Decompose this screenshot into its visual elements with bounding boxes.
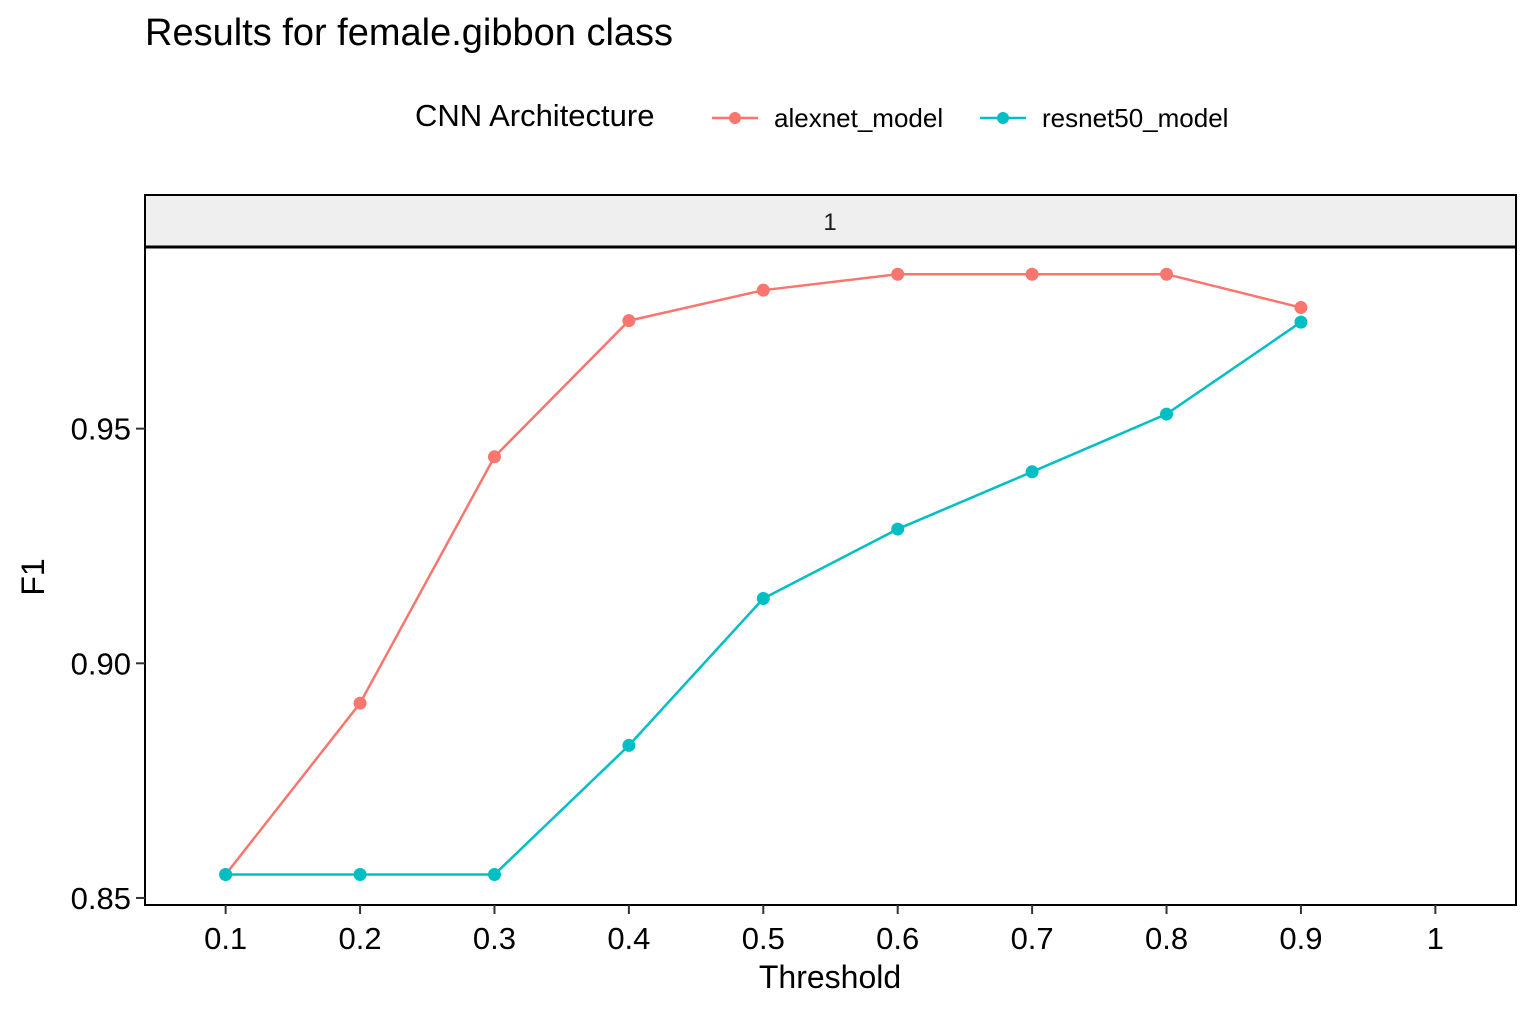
data-point-alexnet: [1160, 267, 1174, 281]
legend-key-alexnet: [712, 112, 758, 124]
y-tick-label: 0.90: [71, 646, 131, 681]
data-point-resnet50: [487, 867, 501, 881]
data-point-alexnet: [756, 283, 770, 297]
data-point-alexnet: [487, 450, 501, 464]
x-tick-label: 0.6: [876, 921, 919, 956]
data-point-alexnet: [622, 314, 636, 328]
x-tick-label: 0.2: [339, 921, 382, 956]
data-point-alexnet: [891, 267, 905, 281]
data-point-resnet50: [622, 738, 636, 752]
x-tick-label: 0.1: [204, 921, 247, 956]
data-point-alexnet: [1294, 301, 1308, 315]
y-tick-label: 0.95: [71, 412, 131, 447]
y-axis-title: F1: [15, 558, 51, 595]
legend-title: CNN Architecture: [415, 98, 655, 133]
x-tick-label: 0.7: [1011, 921, 1054, 956]
chart-title: Results for female.gibbon class: [145, 12, 674, 54]
data-point-alexnet: [1025, 267, 1039, 281]
data-point-resnet50: [1294, 315, 1308, 329]
facet-strip-label: 1: [823, 209, 836, 236]
data-point-resnet50: [1025, 465, 1039, 479]
legend-label-resnet50: resnet50_model: [1042, 103, 1229, 133]
legend: CNN Architecture alexnet_model resnet50_…: [0, 96, 1535, 140]
data-point-resnet50: [353, 867, 367, 881]
x-tick-label: 0.5: [742, 921, 785, 956]
y-tick-label: 0.85: [71, 881, 131, 916]
legend-key-resnet50: [980, 112, 1026, 124]
series-layer: [219, 267, 1308, 881]
x-tick-label: 1: [1427, 921, 1444, 956]
panel-border: [144, 246, 1517, 906]
x-tick-label: 0.3: [473, 921, 516, 956]
x-tick-label: 0.8: [1145, 921, 1188, 956]
legend-label-alexnet: alexnet_model: [774, 103, 944, 133]
y-axis: 0.85 0.90 0.95: [71, 412, 145, 916]
x-axis: 0.1 0.2 0.3 0.4 0.5 0.6 0.7 0.8 0.9 1: [204, 905, 1444, 956]
x-tick-label: 0.4: [607, 921, 650, 956]
x-axis-title: Threshold: [759, 959, 901, 995]
data-point-resnet50: [219, 867, 233, 881]
data-point-resnet50: [1160, 407, 1174, 421]
x-tick-label: 0.9: [1279, 921, 1322, 956]
data-point-alexnet: [353, 696, 367, 710]
data-point-resnet50: [891, 522, 905, 536]
data-point-resnet50: [756, 592, 770, 606]
series-line-alexnet: [224, 272, 1302, 876]
